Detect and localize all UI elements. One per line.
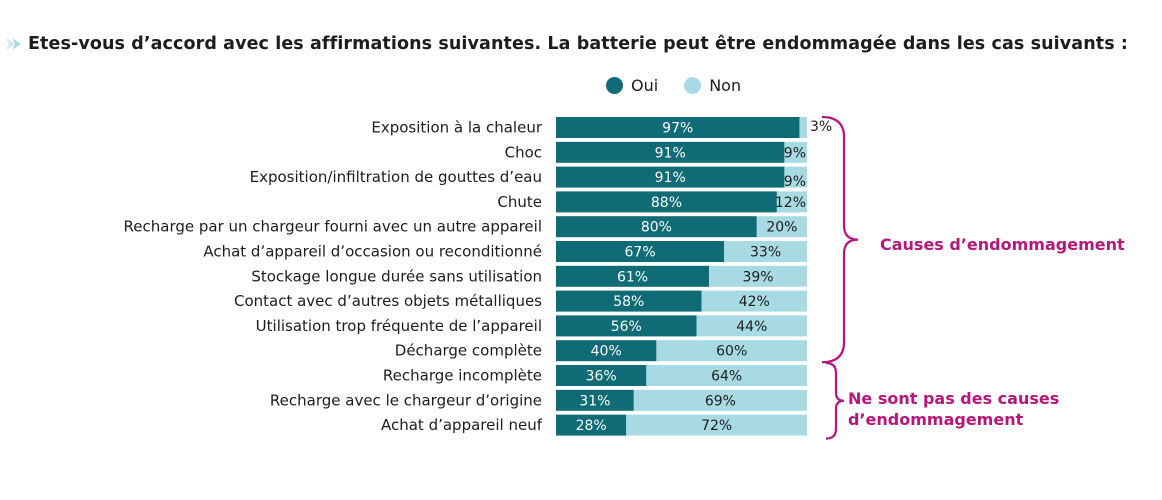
data-label-oui: 80% <box>641 220 672 236</box>
category-label: Stockage longue durée sans utilisation <box>251 267 542 285</box>
data-label-oui: 28% <box>576 418 607 434</box>
bar-non <box>776 191 807 213</box>
bar-non <box>646 365 807 386</box>
data-label-oui: 40% <box>591 344 622 360</box>
bar-non <box>696 315 807 337</box>
bar-non <box>784 166 807 188</box>
data-label-non: 69% <box>705 393 736 409</box>
bracket-non-causes <box>825 361 845 440</box>
bar-oui <box>556 141 785 163</box>
bar-oui <box>556 117 800 138</box>
chevron-front <box>12 38 21 50</box>
bar-oui <box>556 365 647 386</box>
bar-non <box>626 414 807 436</box>
category-label: Achat d’appareil d’occasion ou reconditi… <box>203 243 542 261</box>
data-label-oui: 61% <box>617 269 648 285</box>
legend-swatch-oui <box>606 77 623 94</box>
data-label-non: 39% <box>742 269 773 285</box>
bar-oui <box>556 315 697 337</box>
bar-oui <box>556 216 757 238</box>
category-label: Chute <box>497 193 542 211</box>
group-label-causes-line: Causes d’endommagement <box>880 235 1125 254</box>
data-label-oui: 36% <box>586 369 617 385</box>
data-label-oui: 91% <box>655 170 686 186</box>
data-label-oui: 58% <box>613 294 644 310</box>
bar-non <box>724 241 807 262</box>
category-label: Contact avec d’autres objets métalliques <box>234 292 542 310</box>
bar-oui <box>556 265 710 287</box>
data-label-oui: 67% <box>625 245 656 261</box>
category-label: Exposition à la chaleur <box>371 119 542 137</box>
bar-oui <box>556 241 725 262</box>
data-label-oui: 31% <box>579 393 610 409</box>
group-label-non-causes: Ne sont pas des causes d’endommagement <box>848 388 1059 430</box>
group-label-non-causes-line-2: d’endommagement <box>848 410 1024 429</box>
bar-oui <box>556 290 702 312</box>
category-label: Exposition/infiltration de gouttes d’eau <box>250 168 542 186</box>
chevron-right-icon <box>6 38 21 50</box>
legend-item-non: Non <box>684 76 741 95</box>
bar-oui <box>556 166 785 188</box>
data-label-oui: 56% <box>611 319 642 335</box>
data-label-non: 44% <box>736 319 767 335</box>
data-label-non: 33% <box>750 245 781 261</box>
data-label-oui: 91% <box>655 145 686 161</box>
data-label-oui: 88% <box>651 195 682 211</box>
bar-non <box>633 389 807 411</box>
bar-non <box>709 265 807 287</box>
category-label: Achat d’appareil neuf <box>381 416 543 434</box>
category-label: Recharge incomplète <box>383 367 542 385</box>
category-label: Recharge avec le chargeur d’origine <box>270 391 542 409</box>
category-label: Décharge complète <box>395 342 542 360</box>
data-label-non: 60% <box>716 344 747 360</box>
title-bar: Etes-vous d’accord avec les affirmations… <box>4 32 1128 56</box>
data-label-non: 64% <box>711 369 742 385</box>
legend-swatch-non <box>684 77 702 94</box>
data-label-non: 3% <box>810 119 832 135</box>
legend-item-oui: Oui <box>606 76 658 95</box>
bar-oui <box>556 191 777 213</box>
chevron-back <box>6 38 15 50</box>
chart-title: Etes-vous d’accord avec les affirmations… <box>28 34 1129 54</box>
bar-non <box>656 340 807 362</box>
legend-label-non: Non <box>709 76 742 95</box>
group-label-non-causes-line-1: Ne sont pas des causes <box>848 389 1060 408</box>
group-label-causes: Causes d’endommagement <box>880 234 1125 255</box>
bar-non <box>756 216 807 238</box>
data-label-non: 9% <box>784 174 806 190</box>
legend: Oui Non <box>606 76 741 95</box>
bar-oui <box>556 414 627 436</box>
bar-oui <box>556 389 634 411</box>
category-label: Recharge par un chargeur fourni avec un … <box>124 218 542 236</box>
bar-non <box>701 290 807 312</box>
bar-non <box>799 117 807 138</box>
category-label: Choc <box>505 143 542 161</box>
bar-non <box>784 141 807 163</box>
data-label-non: 12% <box>775 195 806 211</box>
data-label-non: 72% <box>701 418 732 434</box>
data-label-non: 9% <box>784 145 806 161</box>
legend-label-oui: Oui <box>631 76 659 95</box>
data-label-oui: 97% <box>662 121 693 137</box>
data-label-non: 42% <box>739 294 770 310</box>
category-label: Utilisation trop fréquente de l’appareil <box>256 317 542 335</box>
bar-oui <box>556 340 657 362</box>
data-label-non: 20% <box>766 220 797 236</box>
bracket-causes <box>821 115 859 364</box>
